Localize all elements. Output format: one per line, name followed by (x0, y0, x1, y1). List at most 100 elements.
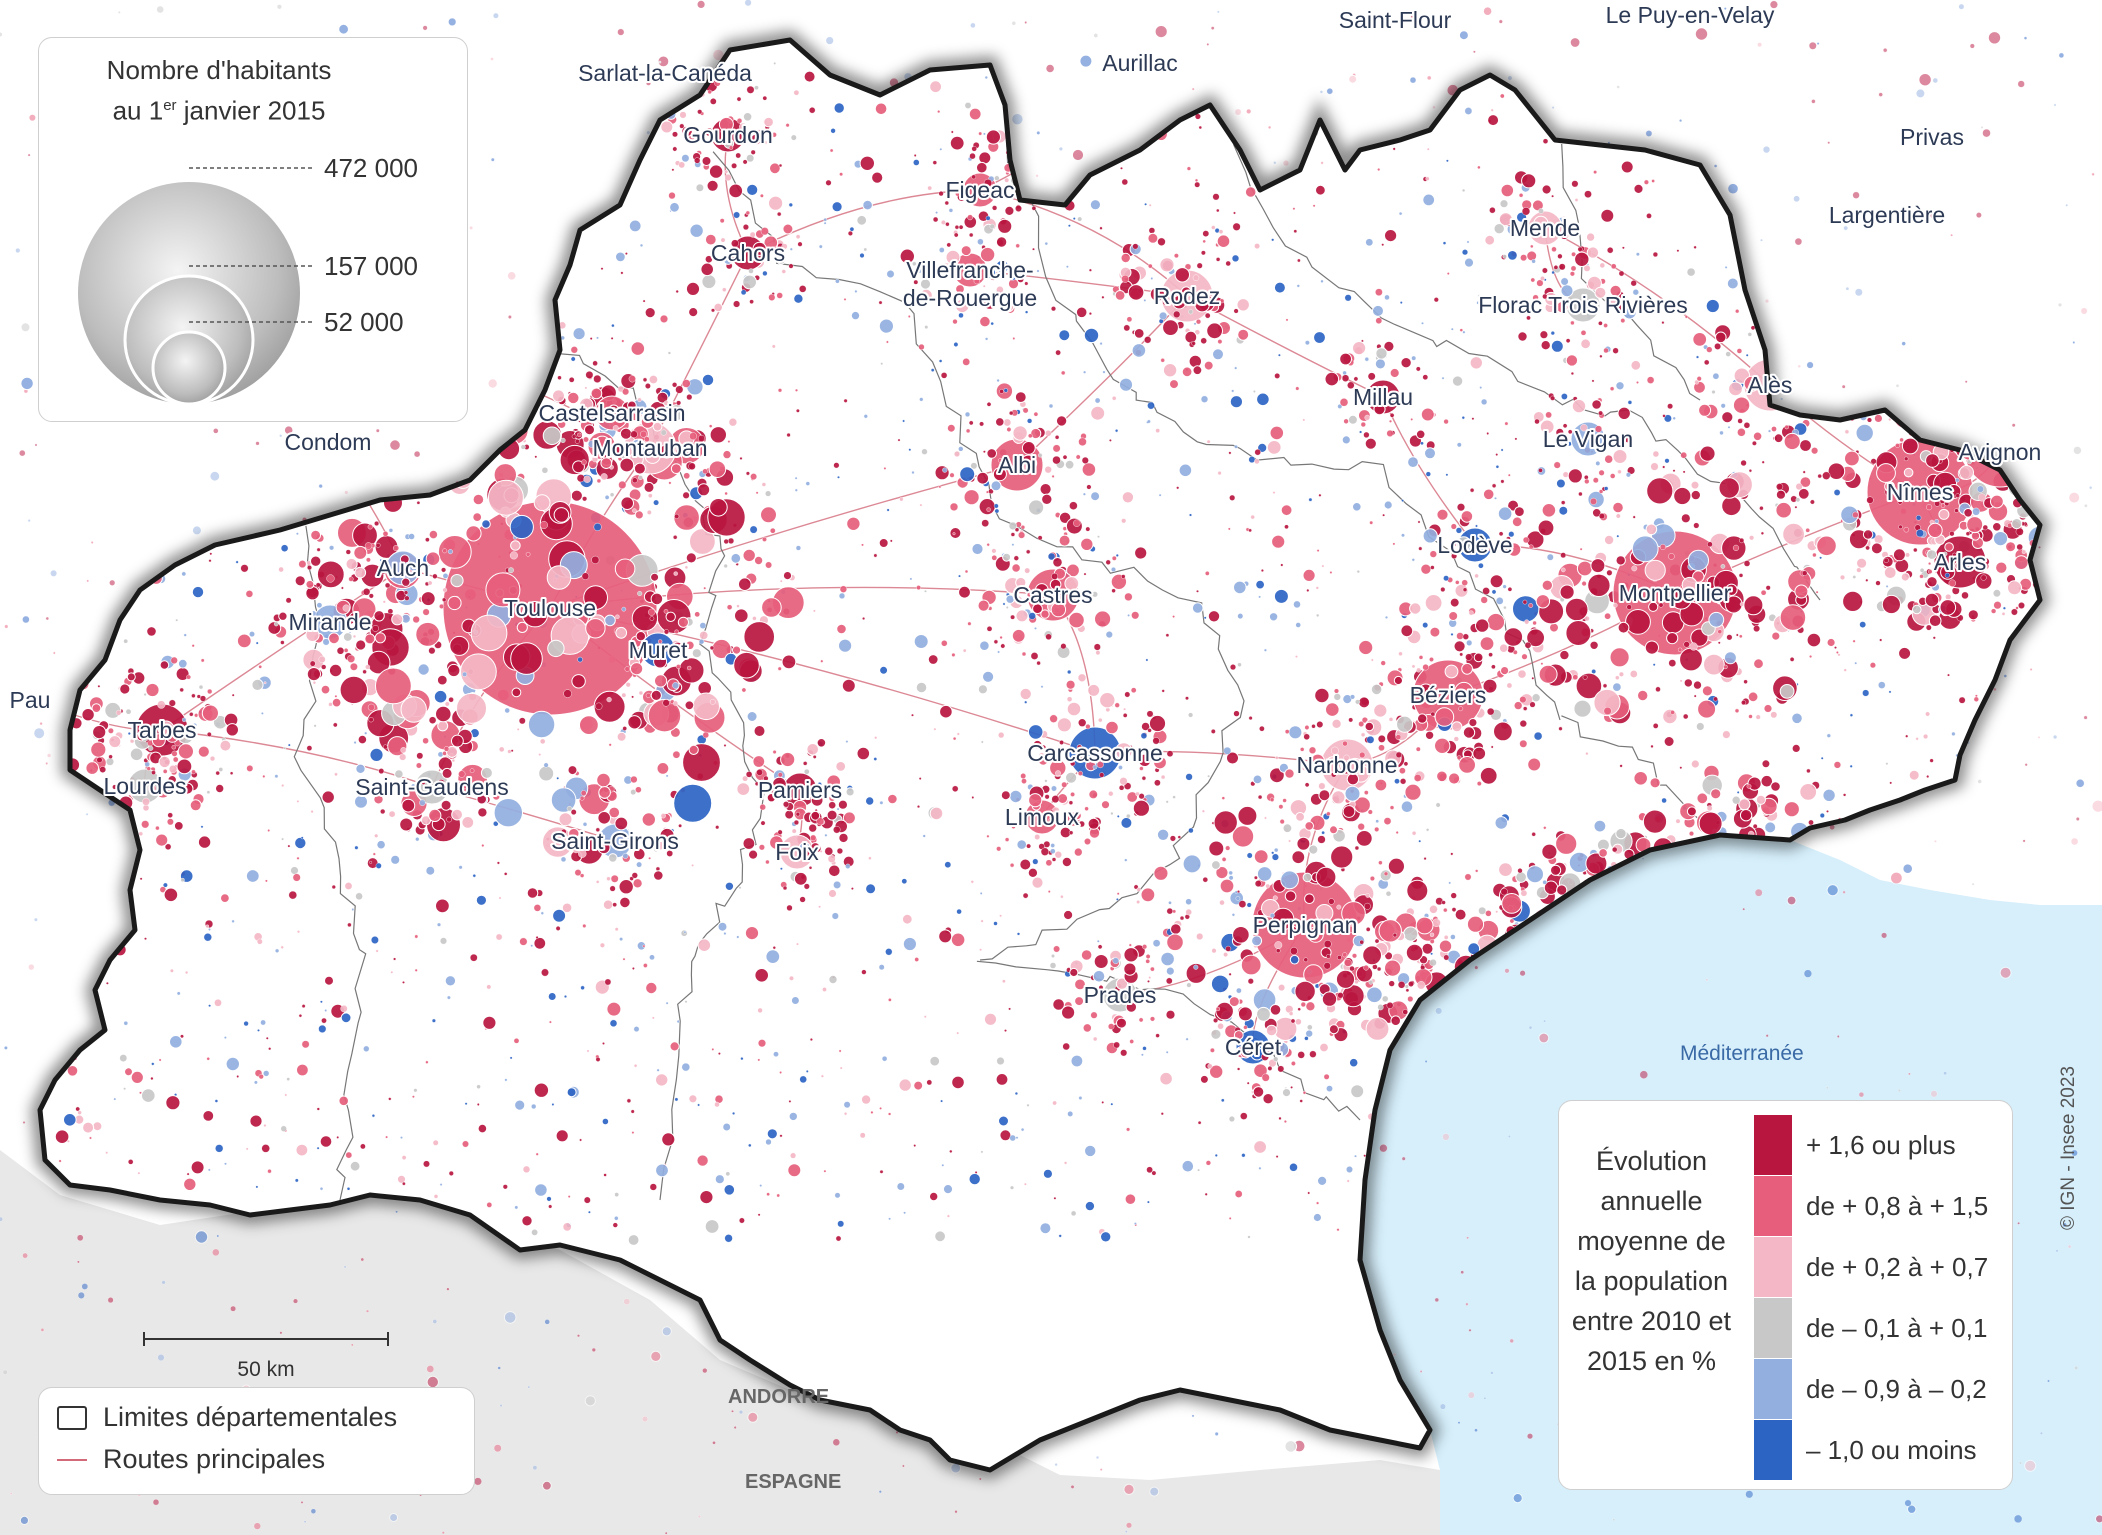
commune-circle (19, 1515, 29, 1526)
commune-circle (546, 1196, 552, 1202)
commune-circle (464, 1102, 468, 1106)
commune-circle (1473, 50, 1476, 54)
commune-circle (952, 785, 959, 792)
commune-circle (1483, 1396, 1487, 1400)
commune-circle (1003, 388, 1008, 393)
commune-circle (499, 1403, 503, 1407)
commune-circle (1121, 574, 1126, 579)
commune-circle (1366, 735, 1375, 744)
commune-circle (1296, 284, 1300, 288)
commune-circle (63, 1113, 77, 1127)
commune-circle (879, 1169, 884, 1174)
commune-circle (1411, 558, 1415, 562)
commune-circle (1058, 329, 1071, 342)
commune-circle (583, 436, 589, 443)
commune-circle (1349, 694, 1355, 700)
commune-circle (1254, 875, 1258, 880)
commune-circle (1425, 828, 1430, 832)
commune-circle (863, 414, 868, 419)
commune-circle (265, 1036, 269, 1040)
commune-circle (958, 574, 961, 578)
commune-circle (1228, 451, 1232, 455)
commune-circle (1950, 233, 1954, 237)
commune-circle (1185, 1037, 1189, 1041)
commune-circle (701, 373, 715, 387)
commune-circle (1124, 691, 1131, 698)
commune-circle (956, 908, 962, 915)
commune-circle (1308, 497, 1313, 502)
commune-circle (794, 488, 798, 492)
commune-circle (820, 659, 824, 663)
commune-circle (1763, 704, 1772, 713)
commune-circle (1468, 1328, 1472, 1332)
commune-circle (1508, 1135, 1511, 1138)
commune-circle (949, 472, 955, 478)
commune-circle (1147, 1200, 1150, 1204)
commune-circle (1726, 277, 1739, 290)
commune-circle (818, 905, 821, 909)
commune-circle (1617, 621, 1630, 634)
commune-circle (1182, 854, 1202, 874)
commune-circle (1248, 528, 1252, 533)
commune-circle (1969, 43, 1975, 49)
commune-circle (1711, 390, 1716, 395)
commune-circle (1687, 549, 1710, 572)
commune-circle (1172, 615, 1176, 618)
commune-circle (1479, 636, 1495, 651)
commune-circle (1661, 321, 1665, 325)
commune-circle (692, 692, 721, 721)
commune-circle (437, 922, 442, 927)
commune-circle (1426, 75, 1432, 81)
commune-circle (1271, 851, 1275, 855)
commune-circle (1747, 691, 1759, 703)
commune-circle (1148, 714, 1167, 733)
commune-circle (643, 481, 655, 493)
commune-circle (1724, 265, 1728, 269)
commune-circle (874, 102, 888, 116)
commune-circle (1020, 525, 1026, 530)
commune-circle (1533, 731, 1543, 741)
commune-circle (1760, 238, 1763, 242)
commune-circle (493, 1444, 502, 1453)
commune-circle (1446, 159, 1449, 163)
commune-circle (1606, 569, 1613, 576)
commune-circle (1083, 572, 1087, 576)
commune-circle (486, 984, 492, 990)
commune-circle (933, 727, 937, 731)
commune-circle (243, 1020, 249, 1027)
commune-circle (951, 652, 956, 657)
commune-circle (1056, 717, 1073, 733)
commune-circle (606, 1001, 622, 1017)
commune-circle (142, 804, 150, 812)
commune-circle (144, 937, 147, 941)
commune-circle (1225, 945, 1232, 952)
commune-circle (950, 932, 966, 948)
commune-circle (1208, 840, 1225, 857)
commune-circle (885, 948, 893, 956)
commune-circle (1856, 567, 1862, 573)
commune-circle (1632, 515, 1636, 519)
commune-circle (1374, 778, 1388, 792)
commune-circle (321, 1017, 327, 1024)
commune-circle (861, 543, 864, 547)
commune-circle (556, 776, 560, 780)
commune-circle (777, 666, 782, 671)
commune-circle (965, 428, 971, 434)
commune-circle (197, 835, 212, 849)
commune-circle (940, 372, 948, 379)
commune-circle (887, 793, 898, 805)
commune-circle (1430, 952, 1434, 956)
commune-circle (727, 440, 731, 443)
commune-circle (738, 1409, 744, 1415)
commune-circle (761, 597, 782, 618)
commune-circle (739, 1217, 745, 1224)
commune-circle (1495, 910, 1499, 914)
commune-circle (794, 476, 798, 480)
commune-circle (1895, 383, 1900, 388)
commune-circle (509, 514, 534, 540)
commune-circle (1805, 528, 1810, 533)
commune-circle (655, 1163, 669, 1178)
commune-circle (124, 1067, 133, 1077)
commune-circle (630, 1109, 635, 1114)
commune-circle (1004, 1029, 1007, 1033)
